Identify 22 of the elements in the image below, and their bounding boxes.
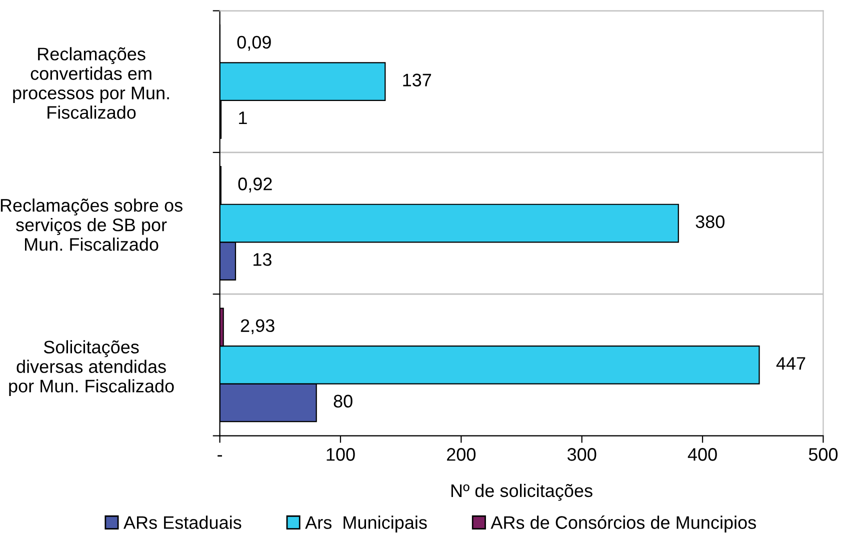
x-tick-label: 100	[326, 448, 355, 461]
x-tick-label: -	[218, 455, 222, 457]
data-label: 13	[254, 253, 272, 266]
y-tick-label: Reclamações convertidas em processos por Mun. Fiscalizado	[13, 47, 169, 119]
data-label: 2,93	[240, 319, 274, 334]
y-tick-label: Reclamações sobre os serviços de SB por Mun. Fiscalizado	[0, 198, 182, 251]
y-tick-label: Solicitações diversas atendidas por Mun. Fiscalizado	[9, 340, 174, 396]
data-label: 0,92	[238, 178, 272, 192]
legend-label: ARs de Consórcios de Muncipios	[490, 515, 756, 533]
x-tick-label: 200	[447, 448, 476, 461]
legend-label: ARs Estaduais	[123, 516, 242, 529]
data-label: 80	[334, 394, 352, 408]
data-label: 447	[776, 357, 806, 370]
legend-label: Ars Municipais	[305, 516, 427, 533]
data-label: 0,09	[237, 36, 271, 51]
data-label: 137	[403, 74, 432, 86]
x-axis-title: Nº de solicitações	[451, 484, 592, 501]
data-label: 1	[239, 112, 247, 124]
x-tick-label: 300	[567, 448, 596, 461]
x-tick-label: 500	[808, 448, 838, 461]
data-label: 380	[696, 215, 724, 228]
x-tick-label: 400	[688, 448, 717, 461]
